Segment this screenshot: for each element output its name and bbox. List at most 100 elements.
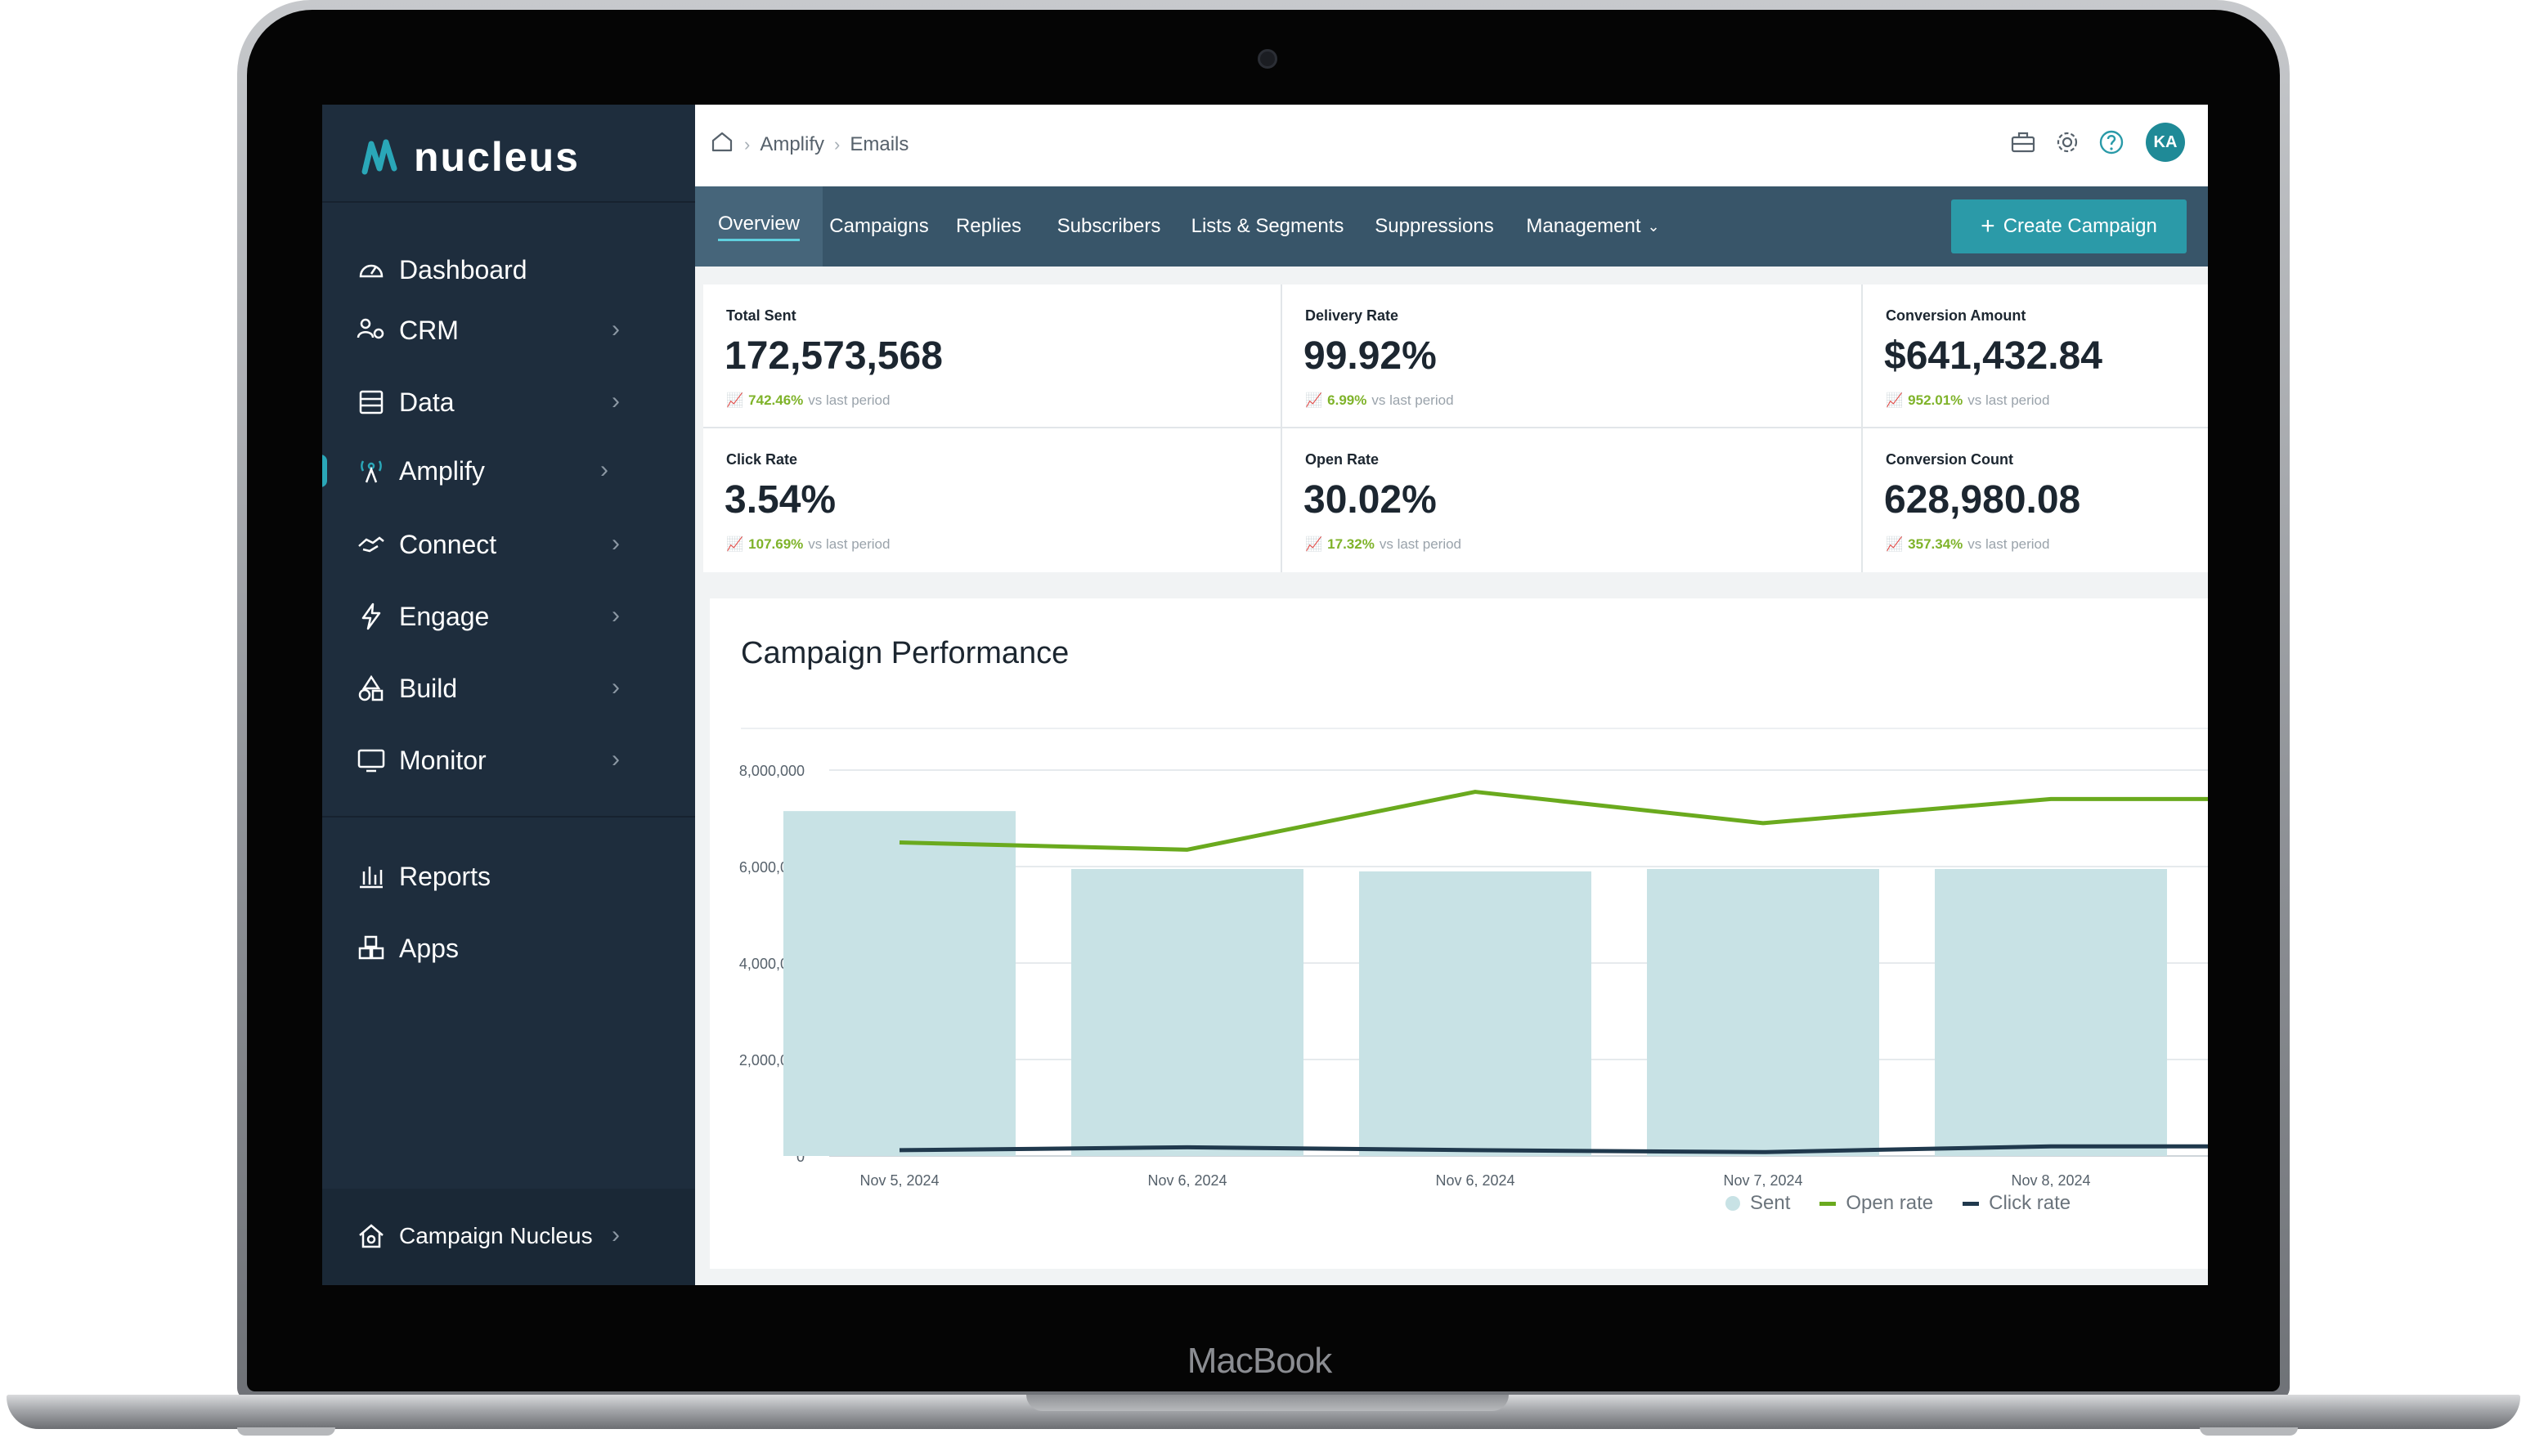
metric-value: 628,980.08 — [1884, 478, 2081, 522]
bar-sent — [783, 811, 1016, 1156]
y-tick-label: 0 — [796, 1149, 805, 1165]
chevron-down-icon: ⌄ — [1647, 217, 1660, 235]
sidebar-item-monitor[interactable]: Monitor › — [355, 734, 666, 786]
sidebar-item-build[interactable]: Build › — [355, 662, 666, 715]
app-screen: nucleus Dashboard CRM › Data › — [322, 105, 2208, 1285]
breadcrumb-amplify[interactable]: Amplify — [760, 132, 825, 155]
trend-up-icon: 📈 — [1305, 392, 1323, 408]
laptop-opening-notch — [1026, 1395, 1509, 1411]
tab-suppressions[interactable]: Suppressions — [1359, 186, 1510, 267]
sidebar-footer: Campaign Nucleus › — [322, 1189, 695, 1285]
sidebar-item-dashboard[interactable]: Dashboard — [355, 244, 666, 296]
delta-suffix: vs last period — [808, 392, 891, 408]
x-tick-label: Nov 6, 2024 — [1435, 1172, 1514, 1187]
legend-item-open-rate[interactable]: Open rate — [1819, 1192, 1933, 1215]
metric-label: Total Sent — [726, 307, 796, 324]
bar-sent — [1935, 868, 2167, 1156]
brand-logo[interactable]: nucleus — [358, 129, 580, 185]
sidebar-item-data[interactable]: Data › — [355, 376, 666, 428]
tab-bar: Overview Campaigns Replies Subscribers L… — [695, 186, 2208, 267]
active-indicator — [322, 455, 327, 487]
brand-name: nucleus — [414, 134, 580, 180]
metric-value: $641,432.84 — [1884, 334, 2102, 378]
delta-value: 952.01% — [1908, 392, 1963, 408]
metric-value: 3.54% — [725, 478, 837, 522]
y-tick-label: 8,000,000 — [739, 763, 805, 779]
trend-up-icon: 📈 — [1305, 536, 1323, 552]
top-bar: › Amplify › Emails KA — [695, 105, 2208, 186]
metric-label: Click Rate — [726, 451, 798, 468]
sidebar-item-connect[interactable]: Connect › — [355, 518, 666, 571]
legend-item-click-rate[interactable]: Click rate — [1963, 1192, 2071, 1215]
campaign-nucleus-switcher[interactable]: Campaign Nucleus › — [355, 1210, 666, 1262]
tab-campaigns[interactable]: Campaigns — [823, 186, 935, 267]
chevron-right-icon: › — [612, 530, 620, 557]
tab-overview[interactable]: Overview — [695, 186, 823, 267]
metric-delta: 📈 107.69% vs last period — [726, 536, 890, 553]
home-gear-icon — [355, 1220, 388, 1252]
delta-suffix: vs last period — [808, 536, 891, 552]
campaign-performance-chart: 8,000,0006,000,0004,000,0002,000,0000Nov… — [739, 763, 2208, 1187]
tab-subscribers[interactable]: Subscribers — [1042, 186, 1176, 267]
plus-icon: + — [1981, 213, 1995, 240]
sidebar-item-engage[interactable]: Engage › — [355, 590, 666, 643]
metrics-grid: Total Sent 172,573,568 📈 742.46% vs last p… — [703, 284, 2208, 572]
sidebar-item-label: Data — [399, 387, 455, 417]
sidebar-item-label: CRM — [399, 315, 459, 345]
user-avatar[interactable]: KA — [2146, 123, 2185, 162]
bar-sent — [1647, 868, 1879, 1156]
delta-value: 742.46% — [748, 392, 804, 408]
line-click-rate — [899, 1144, 2208, 1154]
sidebar-item-apps[interactable]: Apps — [355, 922, 666, 974]
sidebar-item-label: Dashboard — [399, 254, 527, 284]
sidebar-item-crm[interactable]: CRM › — [355, 304, 666, 356]
metric-card-conversion-count: Conversion Count 628,980.08 📈 357.34% vs l… — [1863, 428, 2208, 572]
bar-sent — [1071, 868, 1303, 1156]
tab-lists-segments[interactable]: Lists & Segments — [1176, 186, 1359, 267]
trend-up-icon: 📈 — [726, 536, 744, 552]
metric-value: 30.02% — [1303, 478, 1437, 522]
tab-label: Lists & Segments — [1191, 215, 1344, 237]
cubes-icon — [355, 932, 388, 965]
delta-value: 107.69% — [748, 536, 804, 552]
metric-delta: 📈 357.34% vs last period — [1886, 536, 2049, 553]
delta-value: 357.34% — [1908, 536, 1963, 552]
toolbox-icon[interactable] — [2007, 126, 2039, 159]
legend-item-sent[interactable]: Sent — [1725, 1192, 1790, 1215]
metric-card-total-sent: Total Sent 172,573,568 📈 742.46% vs last p… — [703, 284, 1281, 427]
panel-divider — [741, 728, 2208, 729]
create-campaign-button[interactable]: + Create Campaign — [1951, 199, 2187, 253]
sidebar-item-label: Apps — [399, 933, 459, 963]
sidebar-item-label: Engage — [399, 601, 490, 631]
tab-replies[interactable]: Replies — [935, 186, 1042, 267]
sidebar-item-amplify[interactable]: Amplify › — [322, 445, 666, 497]
metric-delta: 📈 952.01% vs last period — [1886, 392, 2049, 409]
home-icon[interactable] — [710, 129, 734, 159]
gear-icon[interactable] — [2051, 126, 2084, 159]
tab-label: Campaigns — [829, 215, 929, 237]
legend-swatch — [1725, 1196, 1740, 1211]
legend-label: Click rate — [1989, 1192, 2071, 1214]
metric-delta: 📈 6.99% vs last period — [1305, 392, 1454, 409]
tab-label: Overview — [717, 213, 801, 241]
footer-label: Campaign Nucleus — [399, 1223, 593, 1248]
x-tick-label: Nov 5, 2024 — [859, 1172, 939, 1187]
sidebar-item-label: Build — [399, 673, 458, 703]
help-icon[interactable] — [2095, 126, 2128, 159]
webcam — [1258, 49, 1277, 69]
breadcrumb: › Amplify › Emails — [710, 129, 909, 159]
database-icon — [355, 386, 388, 419]
sidebar-divider — [322, 201, 695, 203]
metric-card-open-rate: Open Rate 30.02% 📈 17.32% vs last period — [1282, 428, 1861, 572]
bolt-icon — [355, 600, 388, 633]
breadcrumb-separator-icon: › — [834, 133, 841, 155]
metric-label: Conversion Count — [1886, 451, 2013, 468]
delta-suffix: vs last period — [1379, 536, 1462, 552]
sidebar-item-reports[interactable]: Reports — [355, 850, 666, 903]
delta-value: 6.99% — [1327, 392, 1367, 408]
x-tick-label: Nov 7, 2024 — [1723, 1172, 1802, 1187]
chevron-right-icon: › — [612, 316, 620, 343]
trend-up-icon: 📈 — [1886, 392, 1904, 408]
legend-swatch — [1819, 1201, 1837, 1206]
tab-management[interactable]: Management ⌄ — [1510, 186, 1676, 267]
